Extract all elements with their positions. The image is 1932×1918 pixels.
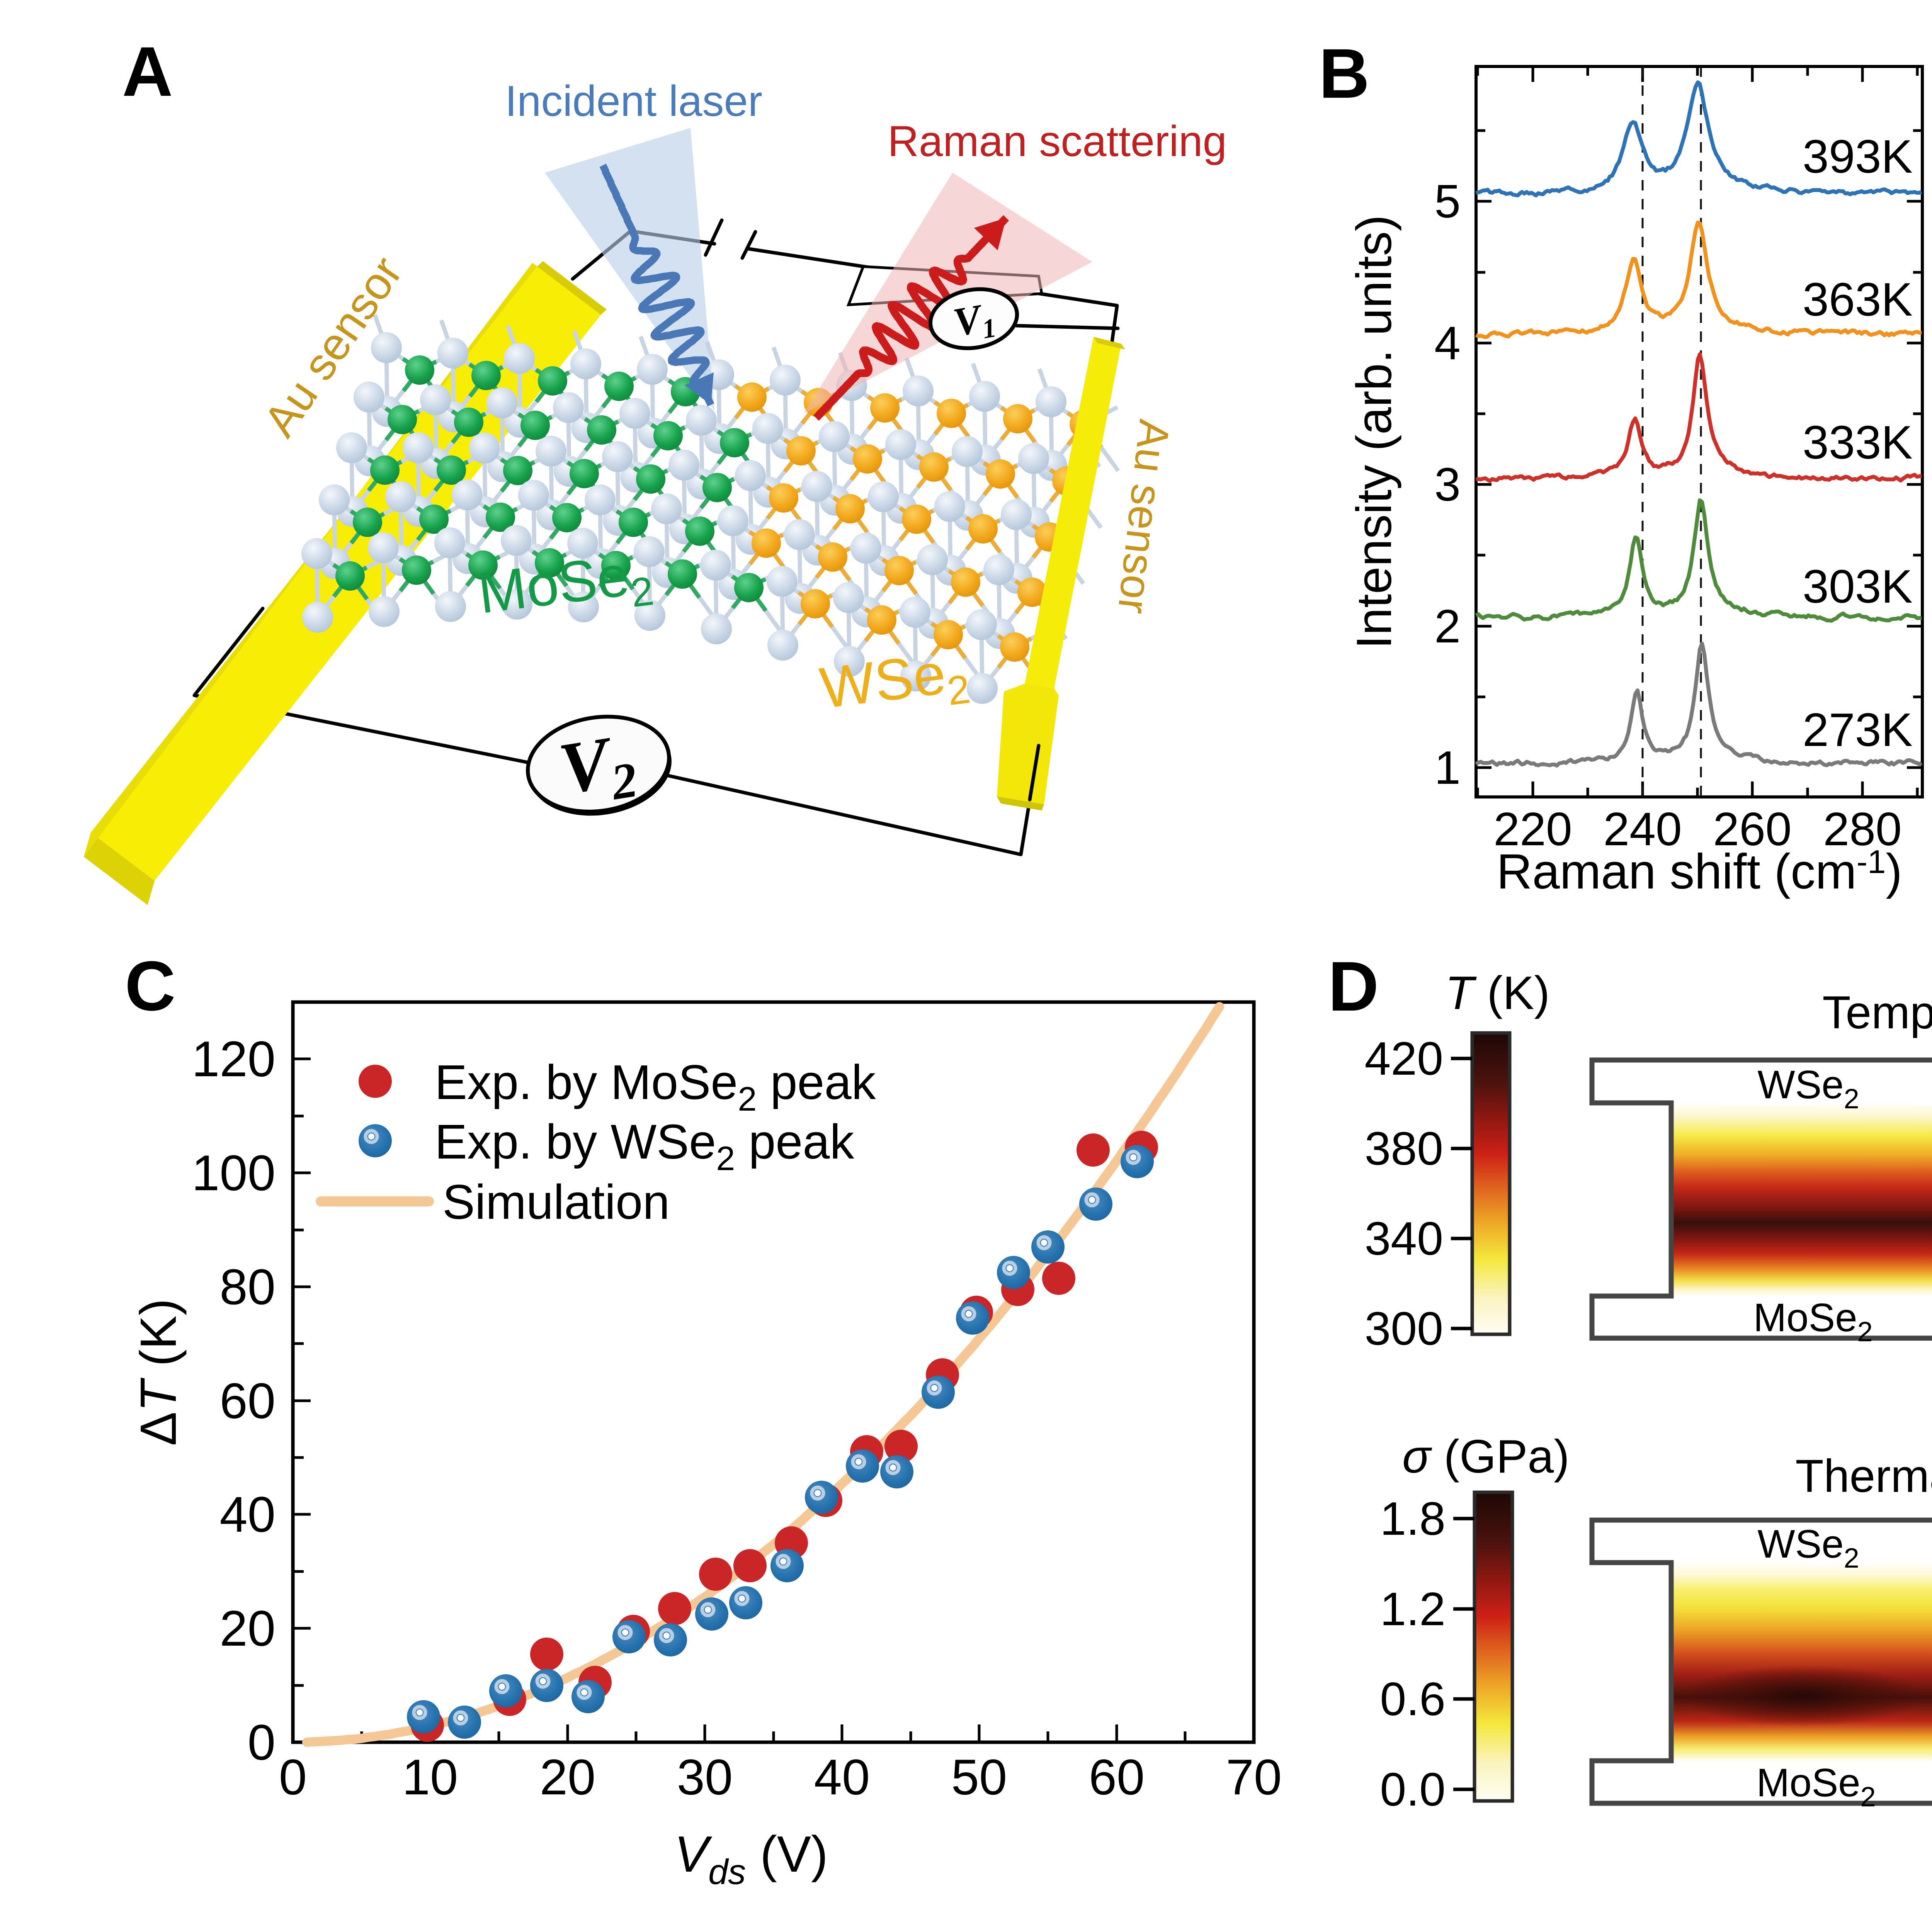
svg-text:380: 380 [1364, 1122, 1443, 1175]
svg-text:C: C [125, 946, 175, 1025]
svg-text:273K: 273K [1803, 703, 1913, 756]
svg-text:MoSe2: MoSe2 [1753, 1295, 1872, 1347]
svg-text:1: 1 [1434, 741, 1461, 794]
svg-text:10: 10 [402, 1749, 458, 1805]
svg-text:Simulation: Simulation [442, 1175, 670, 1229]
svg-text:60: 60 [219, 1373, 276, 1429]
svg-text:80: 80 [219, 1259, 276, 1315]
svg-text:100: 100 [192, 1145, 276, 1201]
svg-text:A: A [122, 32, 173, 111]
svg-text:1.8: 1.8 [1380, 1492, 1446, 1545]
svg-text:30: 30 [677, 1749, 733, 1805]
svg-text:340: 340 [1364, 1212, 1443, 1265]
svg-text:WSe2: WSe2 [1757, 1522, 1859, 1574]
svg-text:MoSe2: MoSe2 [1756, 1760, 1876, 1813]
svg-text:420: 420 [1364, 1032, 1443, 1085]
svg-text:Exp. by WSe2 peak: Exp. by WSe2 peak [435, 1114, 854, 1177]
svg-text:393K: 393K [1803, 130, 1913, 183]
svg-text:50: 50 [951, 1749, 1007, 1805]
svg-text:20: 20 [219, 1600, 276, 1656]
svg-text:B: B [1319, 34, 1369, 113]
svg-text:2: 2 [1434, 600, 1461, 652]
svg-text:Intensity (arb. units): Intensity (arb. units) [1347, 215, 1402, 649]
svg-text:0.6: 0.6 [1380, 1673, 1446, 1725]
svg-text:20: 20 [540, 1749, 596, 1805]
svg-text:5: 5 [1434, 175, 1461, 228]
svg-text:120: 120 [192, 1031, 276, 1087]
svg-text:333K: 333K [1803, 416, 1913, 469]
svg-text:Vds (V): Vds (V) [674, 1826, 828, 1892]
svg-text:Raman scattering: Raman scattering [888, 117, 1227, 165]
svg-text:0: 0 [248, 1714, 276, 1770]
svg-text:300: 300 [1364, 1302, 1443, 1355]
svg-text:0: 0 [279, 1749, 307, 1805]
svg-text:60: 60 [1089, 1749, 1145, 1805]
svg-text:T (K): T (K) [1445, 967, 1550, 1019]
svg-text:70: 70 [1226, 1749, 1282, 1805]
svg-text:3: 3 [1434, 458, 1461, 511]
svg-text:Raman shift (cm-1): Raman shift (cm-1) [1497, 844, 1902, 899]
svg-text:0.0: 0.0 [1380, 1763, 1446, 1816]
svg-text:363K: 363K [1803, 273, 1913, 326]
svg-text:Temperature distribution: Temperature distribution [1822, 987, 1932, 1038]
svg-text:Incident laser: Incident laser [505, 77, 762, 125]
svg-text:240: 240 [1603, 803, 1682, 855]
svg-text:σ (GPa): σ (GPa) [1402, 1430, 1570, 1483]
svg-text:ΔT (K): ΔT (K) [130, 1298, 187, 1446]
svg-text:40: 40 [219, 1486, 276, 1543]
svg-text:WSe2: WSe2 [1757, 1062, 1859, 1114]
svg-text:1.2: 1.2 [1380, 1583, 1446, 1635]
svg-text:D: D [1328, 947, 1379, 1026]
svg-text:4: 4 [1434, 317, 1461, 369]
svg-text:260: 260 [1713, 803, 1792, 855]
svg-text:Exp. by MoSe2 peak: Exp. by MoSe2 peak [435, 1055, 876, 1118]
svg-text:303K: 303K [1803, 560, 1913, 613]
svg-text:280: 280 [1823, 803, 1902, 855]
svg-text:Thermal stress distribution: Thermal stress distribution [1795, 1450, 1932, 1502]
svg-text:40: 40 [814, 1749, 870, 1805]
svg-text:220: 220 [1493, 803, 1572, 855]
